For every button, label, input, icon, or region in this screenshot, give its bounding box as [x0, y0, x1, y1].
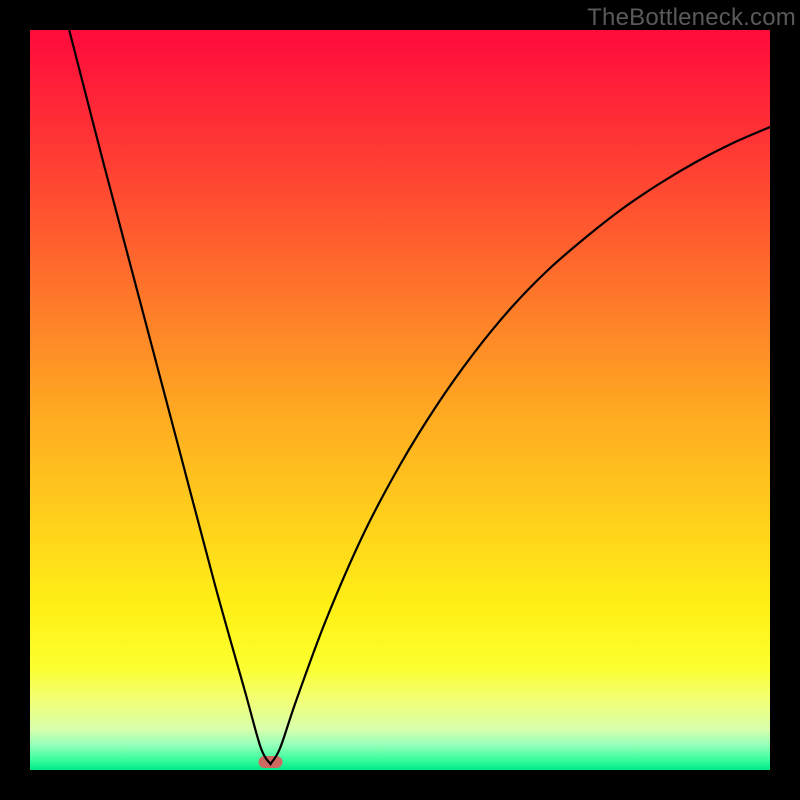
optimum-marker	[259, 756, 283, 768]
gradient-background	[30, 30, 770, 770]
bottleneck-chart	[0, 0, 800, 800]
watermark-label: TheBottleneck.com	[587, 4, 796, 32]
